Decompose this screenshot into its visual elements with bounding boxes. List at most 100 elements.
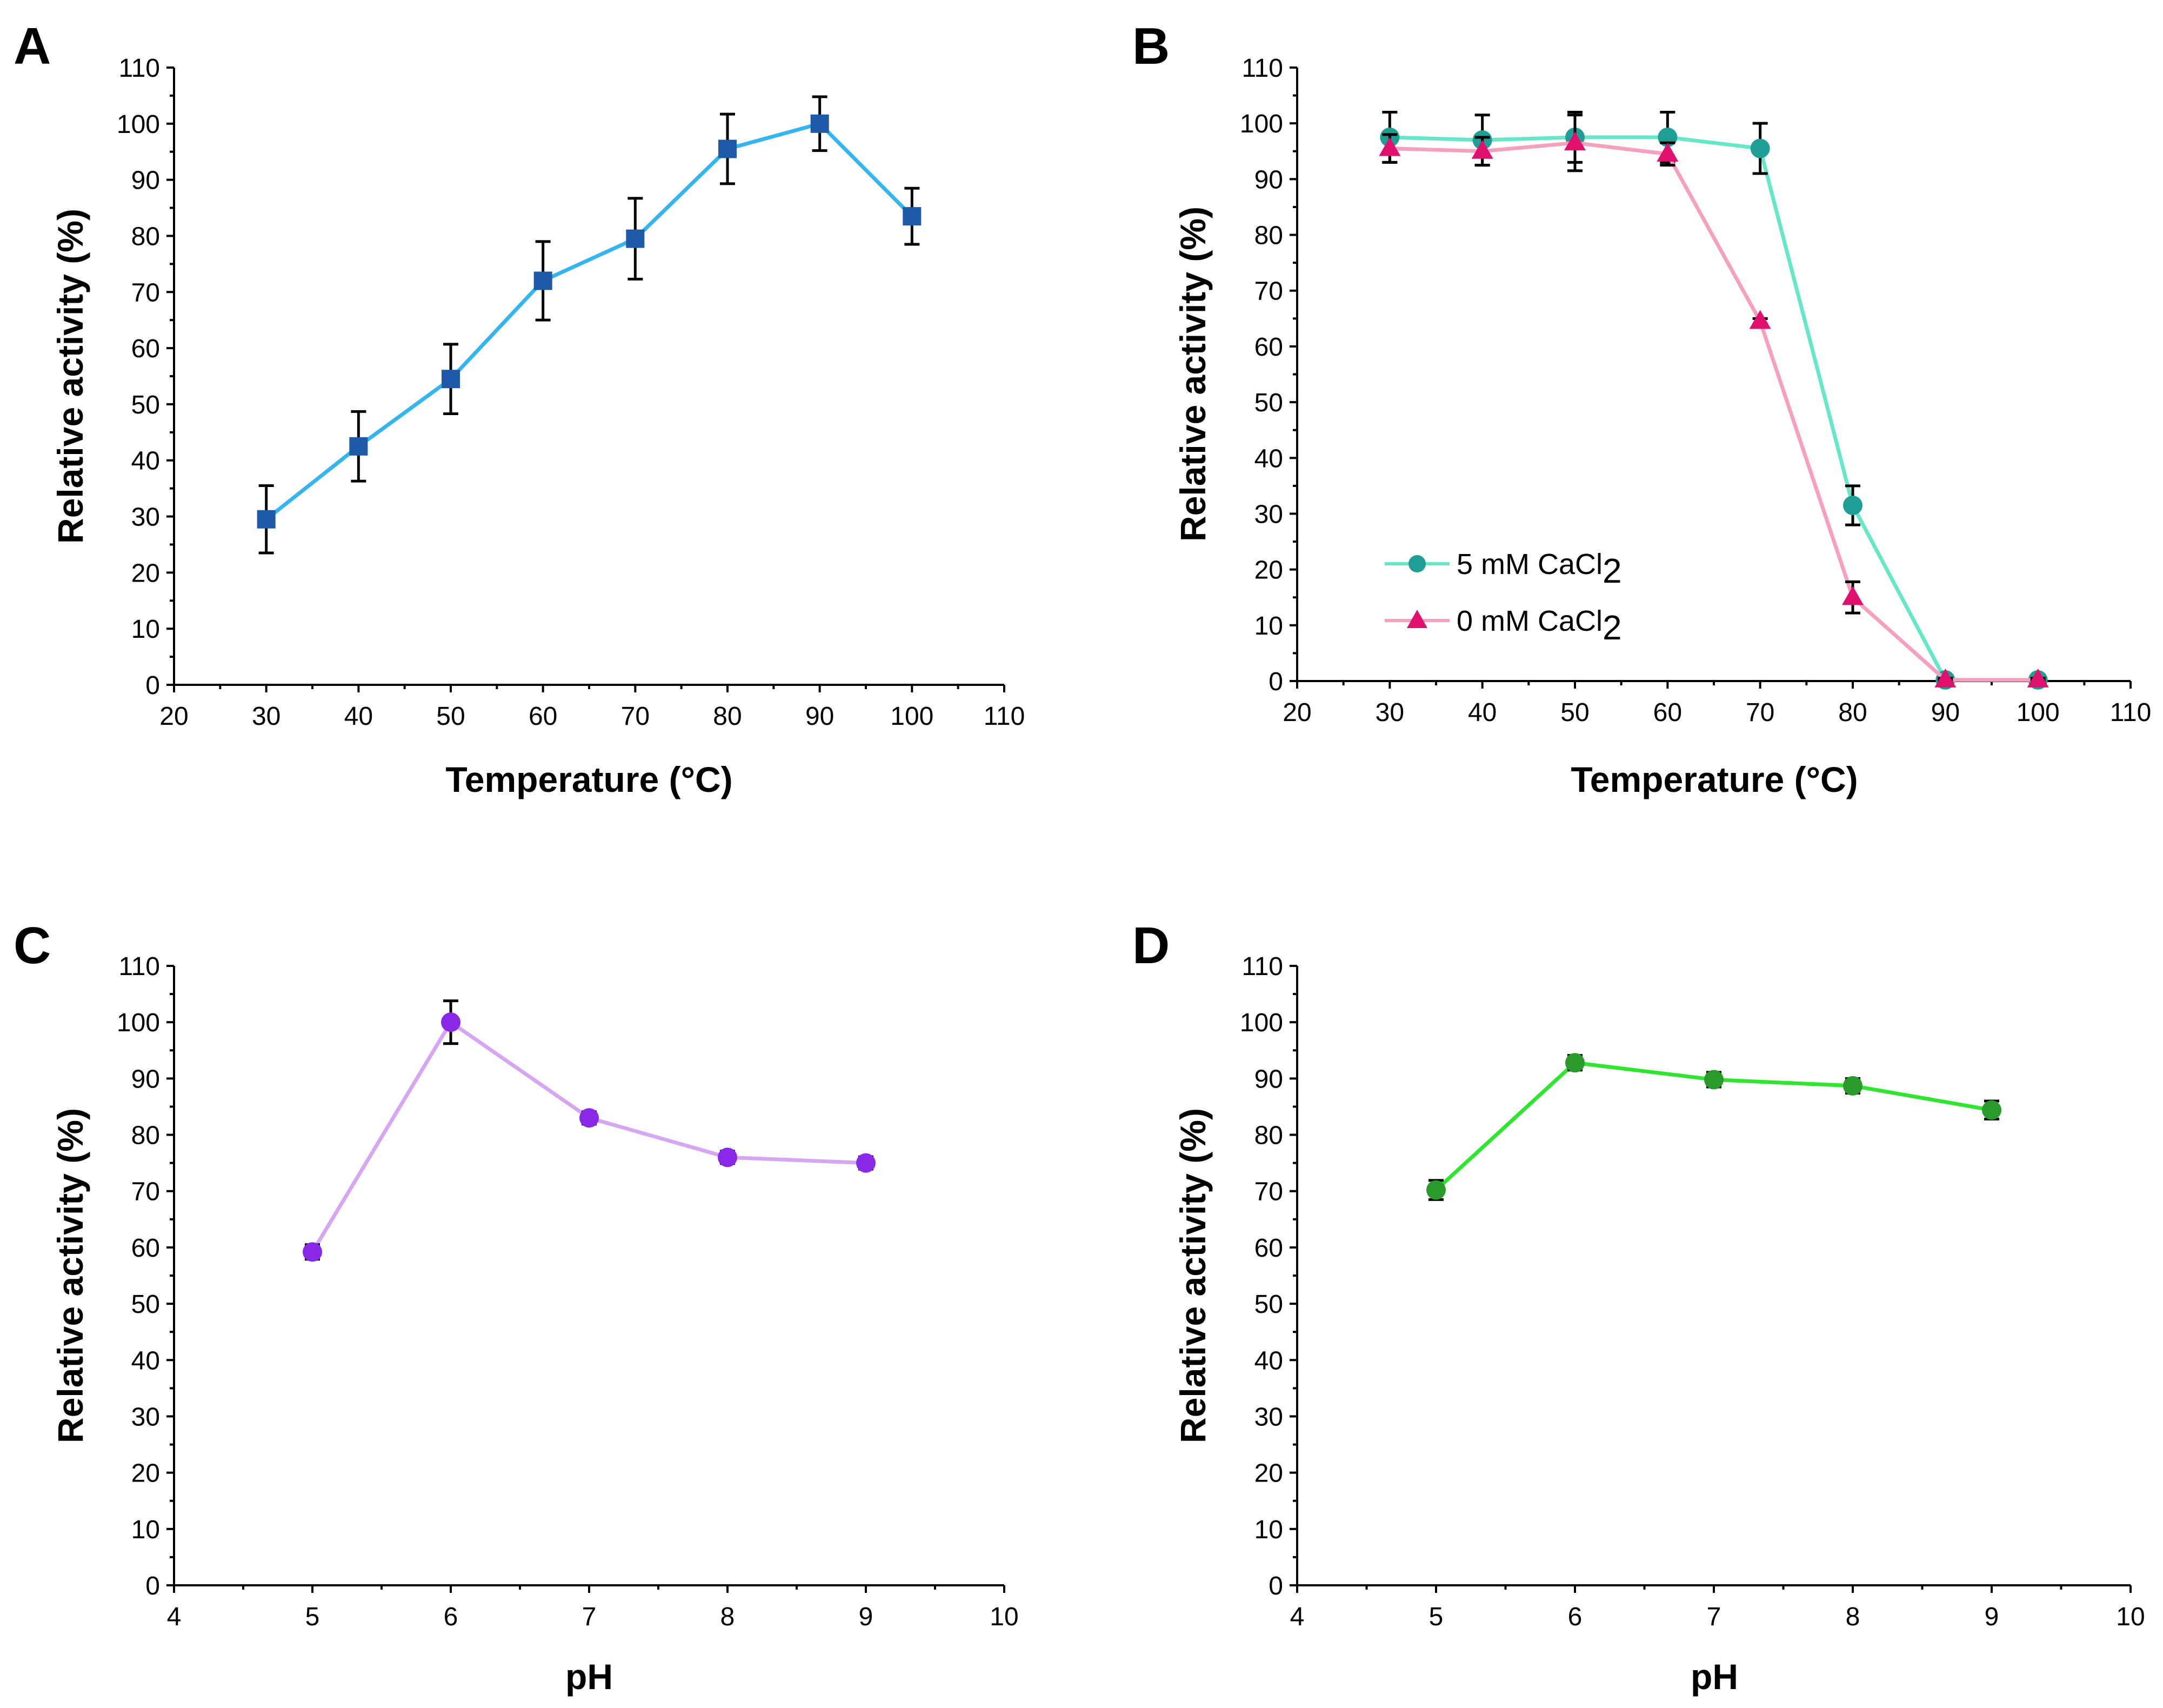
y-tick-label: 40 <box>1254 1346 1283 1375</box>
data-point <box>903 207 922 226</box>
data-point <box>718 1147 737 1167</box>
panel-d: D 0 10 20 30 40 50 60 70 80 90 100 110 4 5 6 7 8 9 10 pH R… <box>1132 917 2145 1697</box>
y-tick-label: 50 <box>1254 1290 1283 1319</box>
x-tick-label: 70 <box>621 702 650 731</box>
x-tick-label: 60 <box>529 702 557 731</box>
legend: 5 mM CaCl2 0 mM CaCl2 <box>1385 548 1622 647</box>
data-point <box>579 1108 599 1128</box>
x-tick-label: 30 <box>1376 698 1404 727</box>
data-point <box>1426 1180 1446 1200</box>
x-tick-label: 9 <box>859 1603 873 1631</box>
panel-c: C 0 10 20 30 40 50 60 70 80 90 100 110 4 5 6 7 8 9 10 pH R… <box>14 917 1019 1697</box>
y-tick-label: 70 <box>131 1178 160 1206</box>
x-axis-title: Temperature (°C) <box>1571 759 1858 799</box>
y-tick-label: 60 <box>1254 1234 1283 1263</box>
x-tick-label: 30 <box>252 702 281 731</box>
data-point <box>1704 1070 1724 1090</box>
data-point <box>1471 139 1493 159</box>
y-tick-label: 80 <box>1254 222 1283 250</box>
y-tick-label: 10 <box>1254 612 1283 640</box>
data-point <box>303 1242 322 1262</box>
y-tick-label: 40 <box>1254 444 1283 473</box>
y-tick-label: 100 <box>117 110 160 139</box>
data-point <box>257 510 276 529</box>
data-point <box>442 370 460 389</box>
x-tick-label: 6 <box>1568 1603 1583 1631</box>
data-point <box>1842 586 1864 605</box>
y-axis-title: Relative activity (%) <box>50 1108 90 1443</box>
data-point <box>1565 1053 1585 1073</box>
y-tick-label: 90 <box>131 166 160 195</box>
legend-label-5mm: 5 mM CaCl2 <box>1457 548 1622 590</box>
x-tick-label: 110 <box>984 702 1025 731</box>
series-line <box>1390 141 2038 682</box>
x-tick-label: 8 <box>720 1603 735 1631</box>
panel-letter-a: A <box>14 17 51 75</box>
y-tick-label: 60 <box>1254 333 1283 362</box>
y-tick-label: 70 <box>131 278 160 307</box>
x-tick-label: 40 <box>1468 698 1497 727</box>
panel-b: B 0 10 20 30 40 50 60 70 80 90 100 110 20 30 40 50 60 70 8… <box>1132 17 2151 799</box>
x-tick-label: 10 <box>990 1603 1018 1631</box>
y-tick-label: 70 <box>1254 277 1283 306</box>
x-tick-label: 100 <box>2017 698 2060 727</box>
series-line <box>1390 135 2038 682</box>
y-tick-label: 0 <box>1269 668 1283 696</box>
y-tick-label: 30 <box>131 503 160 532</box>
y-tick-label: 70 <box>1254 1178 1283 1206</box>
panel-letter-c: C <box>14 917 51 975</box>
legend-marker-0mm <box>1407 610 1427 628</box>
x-tick-label: 7 <box>582 1603 597 1631</box>
y-tick-label: 90 <box>131 1065 160 1093</box>
data-point <box>1750 138 1770 158</box>
data-point <box>1982 1100 2001 1120</box>
data-point <box>1843 495 1862 515</box>
legend-label-0mm: 0 mM CaCl2 <box>1457 605 1622 647</box>
x-tick-label: 4 <box>1290 1603 1305 1631</box>
data-point <box>441 1012 460 1032</box>
series-0 <box>257 95 922 555</box>
y-tick-label: 80 <box>131 1122 160 1150</box>
x-tick-label: 70 <box>1746 698 1774 727</box>
x-tick-label: 7 <box>1707 1603 1721 1631</box>
data-point <box>533 271 552 290</box>
panel-letter-d: D <box>1132 917 1170 975</box>
x-tick-label: 60 <box>1653 698 1682 727</box>
y-tick-label: 110 <box>1241 54 1283 83</box>
x-tick-label: 20 <box>159 702 188 731</box>
series-line <box>265 122 913 521</box>
y-tick-label: 0 <box>145 671 160 700</box>
y-tick-label: 100 <box>117 1009 160 1037</box>
series-1 <box>1379 114 2049 688</box>
x-tick-label: 40 <box>344 702 373 731</box>
x-tick-label: 4 <box>167 1603 182 1631</box>
x-tick-label: 90 <box>1931 698 1960 727</box>
x-axis-title: Temperature (°C) <box>445 759 732 799</box>
y-tick-label: 20 <box>1254 556 1283 585</box>
y-tick-label: 80 <box>131 222 160 251</box>
y-tick-label: 30 <box>131 1403 160 1431</box>
data-point <box>1749 310 1771 329</box>
x-tick-label: 50 <box>436 702 465 731</box>
y-tick-label: 0 <box>1269 1572 1283 1600</box>
y-tick-label: 40 <box>131 1346 160 1375</box>
data-point <box>856 1153 876 1173</box>
y-tick-label: 10 <box>131 615 160 644</box>
x-tick-label: 80 <box>713 702 742 731</box>
y-tick-label: 90 <box>1254 1065 1283 1093</box>
y-tick-label: 50 <box>131 391 160 419</box>
x-tick-label: 10 <box>2116 1603 2145 1631</box>
y-tick-label: 90 <box>1254 165 1283 194</box>
y-tick-label: 50 <box>131 1290 160 1319</box>
x-tick-label: 6 <box>444 1603 458 1631</box>
y-tick-label: 40 <box>131 447 160 476</box>
x-axis-title: pH <box>565 1657 613 1697</box>
y-axis-title: Relative activity (%) <box>1173 1108 1213 1443</box>
y-tick-label: 60 <box>131 1234 160 1263</box>
panel-a: A 0 10 20 30 40 50 60 70 80 90 100 110 20 30 40 50 60 70 8… <box>14 17 1025 799</box>
y-tick-label: 30 <box>1254 1403 1283 1431</box>
x-tick-label: 5 <box>1429 1603 1444 1631</box>
y-tick-label: 30 <box>1254 500 1283 529</box>
y-axis-title: Relative activity (%) <box>1173 206 1213 542</box>
